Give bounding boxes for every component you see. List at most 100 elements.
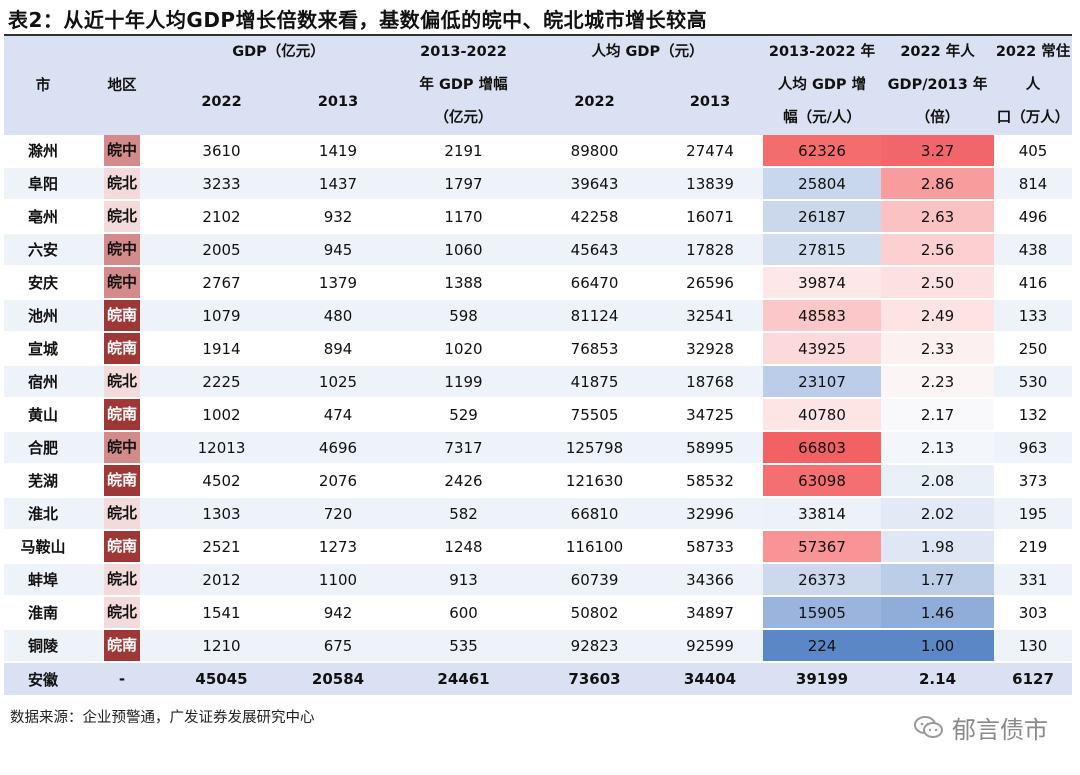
cell-gdp-growth: 529 — [395, 399, 533, 432]
cell-pc-growth: 23107 — [763, 366, 882, 399]
cell-pc-2013: 34897 — [657, 597, 764, 630]
col-header-gdp-growth: 2013-2022 年 GDP 增幅 （亿元） — [395, 36, 533, 135]
region-badge: 皖北 — [104, 366, 140, 397]
cell-gdp-growth: 2191 — [395, 135, 533, 168]
cell-pc-2022: 60739 — [532, 564, 658, 597]
cell-gdp-2022: 2225 — [162, 366, 281, 399]
cell-pop: 250 — [994, 333, 1073, 366]
cell-pc-2013: 32928 — [657, 333, 764, 366]
cell-region: 皖南 — [82, 300, 162, 333]
cell-ratio: 1.98 — [881, 531, 995, 564]
region-badge: 皖北 — [104, 597, 140, 628]
total-ratio: 2.14 — [881, 663, 995, 695]
cell-gdp-growth: 1020 — [395, 333, 533, 366]
table-title: 表2：从近十年人均GDP增长倍数来看，基数偏低的皖中、皖北城市增长较高 — [8, 8, 708, 32]
cell-pc-2013: 18768 — [657, 366, 764, 399]
cell-pc-growth: 25804 — [763, 168, 882, 201]
cell-region: 皖南 — [82, 333, 162, 366]
cell-region: 皖中 — [82, 135, 162, 168]
cell-ratio: 3.27 — [881, 135, 995, 168]
col-header-pc-growth: 2013-2022 年 人均 GDP 增 幅（元/人） — [763, 36, 882, 135]
cell-gdp-growth: 1170 — [395, 201, 533, 234]
region-badge: 皖中 — [104, 432, 140, 463]
cell-pc-2013: 34366 — [657, 564, 764, 597]
source-note: 数据来源：企业预警通，广发证券发展研究中心 — [10, 710, 315, 726]
pop-line1: 2022 常住人 — [995, 44, 1071, 93]
cell-city: 阜阳 — [4, 168, 82, 201]
region-badge: 皖南 — [104, 531, 140, 562]
table-row: 安庆 皖中 2767 1379 1388 66470 26596 39874 2.50 416 — [4, 267, 1073, 300]
cell-gdp-2013: 4696 — [281, 432, 396, 465]
total-pc-2022: 73603 — [532, 663, 658, 695]
cell-pc-2013: 92599 — [657, 630, 764, 663]
cell-gdp-growth: 2426 — [395, 465, 533, 498]
cell-gdp-growth: 535 — [395, 630, 533, 663]
cell-ratio: 2.13 — [881, 432, 995, 465]
cell-region: 皖南 — [82, 630, 162, 663]
cell-gdp-2013: 1100 — [281, 564, 396, 597]
table-row: 铜陵 皖南 1210 675 535 92823 92599 224 1.00 130 — [4, 630, 1073, 663]
ratio-line1: 2022 年人 — [900, 44, 975, 60]
cell-pc-growth: 63098 — [763, 465, 882, 498]
table-row: 蚌埠 皖北 2012 1100 913 60739 34366 26373 1.77 331 — [4, 564, 1073, 597]
cell-pc-2022: 75505 — [532, 399, 658, 432]
cell-gdp-2022: 1914 — [162, 333, 281, 366]
cell-pc-growth: 57367 — [763, 531, 882, 564]
cell-pop: 405 — [994, 135, 1073, 168]
cell-pc-2013: 32541 — [657, 300, 764, 333]
cell-region: 皖南 — [82, 531, 162, 564]
gdp-growth-line3: （亿元） — [434, 110, 493, 126]
cell-city: 亳州 — [4, 201, 82, 234]
cell-pc-2022: 81124 — [532, 300, 658, 333]
pc-growth-line3: 幅（元/人） — [783, 110, 861, 126]
cell-pop: 438 — [994, 234, 1073, 267]
cell-gdp-growth: 7317 — [395, 432, 533, 465]
cell-gdp-growth: 1199 — [395, 366, 533, 399]
table-row: 黄山 皖南 1002 474 529 75505 34725 40780 2.17 132 — [4, 399, 1073, 432]
cell-ratio: 2.50 — [881, 267, 995, 300]
cell-pc-2013: 58995 — [657, 432, 764, 465]
cell-gdp-2022: 1541 — [162, 597, 281, 630]
cell-gdp-2013: 480 — [281, 300, 396, 333]
region-badge: 皖南 — [104, 300, 140, 331]
cell-gdp-2022: 2012 — [162, 564, 281, 597]
table-row: 六安 皖中 2005 945 1060 45643 17828 27815 2.56 438 — [4, 234, 1073, 267]
ratio-line3: （倍） — [915, 110, 960, 126]
cell-gdp-growth: 582 — [395, 498, 533, 531]
table-row: 淮南 皖北 1541 942 600 50802 34897 15905 1.46 303 — [4, 597, 1073, 630]
cell-pop: 416 — [994, 267, 1073, 300]
cell-gdp-2022: 4502 — [162, 465, 281, 498]
cell-pc-2013: 16071 — [657, 201, 764, 234]
pc-growth-line2: 人均 GDP 增 — [777, 77, 867, 93]
table-row: 淮北 皖北 1303 720 582 66810 32996 33814 2.02 195 — [4, 498, 1073, 531]
cell-city: 淮北 — [4, 498, 82, 531]
total-pc-growth: 39199 — [763, 663, 882, 695]
cell-pop: 219 — [994, 531, 1073, 564]
cell-pc-2013: 26596 — [657, 267, 764, 300]
cell-pop: 132 — [994, 399, 1073, 432]
cell-city: 池州 — [4, 300, 82, 333]
region-badge: 皖中 — [104, 135, 140, 166]
ratio-line2: GDP/2013 年 — [887, 77, 988, 93]
cell-pc-2022: 116100 — [532, 531, 658, 564]
cell-gdp-growth: 1060 — [395, 234, 533, 267]
wechat-icon — [914, 715, 944, 741]
cell-gdp-growth: 913 — [395, 564, 533, 597]
region-badge: 皖北 — [104, 168, 140, 199]
cell-gdp-2022: 3610 — [162, 135, 281, 168]
cell-pc-2022: 66810 — [532, 498, 658, 531]
cell-gdp-2022: 2767 — [162, 267, 281, 300]
col-header-gdp: GDP（亿元） — [162, 36, 396, 69]
cell-pc-2022: 89800 — [532, 135, 658, 168]
total-gdp-2013: 20584 — [281, 663, 396, 695]
cell-city: 马鞍山 — [4, 531, 82, 564]
region-badge: 皖中 — [104, 234, 140, 265]
table-row: 滁州 皖中 3610 1419 2191 89800 27474 62326 3.27 405 — [4, 135, 1073, 168]
cell-city: 合肥 — [4, 432, 82, 465]
cell-gdp-growth: 600 — [395, 597, 533, 630]
pc-growth-line1: 2013-2022 年 — [768, 44, 876, 60]
cell-city: 滁州 — [4, 135, 82, 168]
cell-pc-2022: 45643 — [532, 234, 658, 267]
col-header-ratio: 2022 年人 GDP/2013 年 （倍） — [881, 36, 995, 135]
cell-gdp-2022: 2005 — [162, 234, 281, 267]
